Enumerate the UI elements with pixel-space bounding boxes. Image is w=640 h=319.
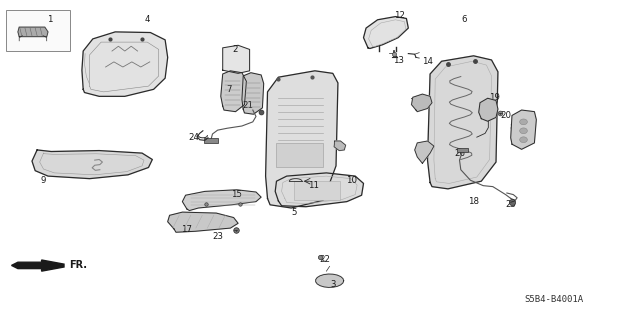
Text: 4: 4 bbox=[145, 15, 150, 24]
Polygon shape bbox=[266, 71, 338, 208]
Text: 15: 15 bbox=[231, 190, 243, 199]
Polygon shape bbox=[168, 212, 238, 232]
Text: 23: 23 bbox=[212, 232, 223, 241]
Ellipse shape bbox=[520, 128, 527, 134]
Polygon shape bbox=[364, 17, 408, 48]
Ellipse shape bbox=[520, 137, 527, 143]
Polygon shape bbox=[415, 141, 434, 163]
Polygon shape bbox=[316, 274, 344, 287]
Polygon shape bbox=[82, 32, 168, 96]
Text: 10: 10 bbox=[346, 176, 358, 185]
Text: 19: 19 bbox=[489, 93, 499, 102]
Bar bbox=[457, 148, 468, 152]
Text: 26: 26 bbox=[454, 149, 465, 158]
Text: 8: 8 bbox=[509, 123, 515, 132]
Text: 14: 14 bbox=[422, 57, 433, 66]
Text: 1: 1 bbox=[47, 15, 52, 24]
Text: 21: 21 bbox=[243, 101, 254, 110]
Bar bbox=[204, 138, 218, 143]
Bar bbox=[6, 10, 70, 51]
Text: 5: 5 bbox=[292, 208, 297, 217]
Polygon shape bbox=[275, 173, 364, 207]
Polygon shape bbox=[32, 150, 152, 179]
Bar bbox=[276, 143, 323, 167]
Text: S5B4-B4001A: S5B4-B4001A bbox=[524, 295, 583, 304]
Bar bbox=[294, 181, 340, 200]
Polygon shape bbox=[479, 98, 498, 121]
Text: 6: 6 bbox=[461, 15, 467, 24]
Text: 24: 24 bbox=[188, 133, 200, 142]
Text: 18: 18 bbox=[468, 197, 479, 206]
Polygon shape bbox=[12, 260, 64, 271]
Text: 17: 17 bbox=[181, 225, 193, 234]
Polygon shape bbox=[334, 141, 346, 151]
Polygon shape bbox=[182, 190, 261, 211]
Polygon shape bbox=[412, 94, 432, 112]
Text: 9: 9 bbox=[41, 176, 46, 185]
Text: 7: 7 bbox=[227, 85, 232, 94]
Text: 12: 12 bbox=[394, 11, 406, 20]
Polygon shape bbox=[511, 110, 536, 149]
Polygon shape bbox=[18, 27, 48, 37]
Text: 11: 11 bbox=[308, 181, 319, 189]
Text: 22: 22 bbox=[319, 256, 331, 264]
Polygon shape bbox=[428, 56, 498, 189]
Text: 20: 20 bbox=[500, 111, 511, 120]
Polygon shape bbox=[242, 73, 264, 114]
Text: 3: 3 bbox=[330, 280, 335, 289]
Polygon shape bbox=[221, 71, 246, 112]
Ellipse shape bbox=[520, 119, 527, 125]
Text: 16: 16 bbox=[408, 98, 420, 107]
Polygon shape bbox=[223, 45, 250, 73]
Text: FR.: FR. bbox=[69, 260, 87, 271]
Text: 2: 2 bbox=[233, 45, 238, 54]
Text: 25: 25 bbox=[505, 200, 516, 209]
Text: 13: 13 bbox=[392, 56, 404, 65]
